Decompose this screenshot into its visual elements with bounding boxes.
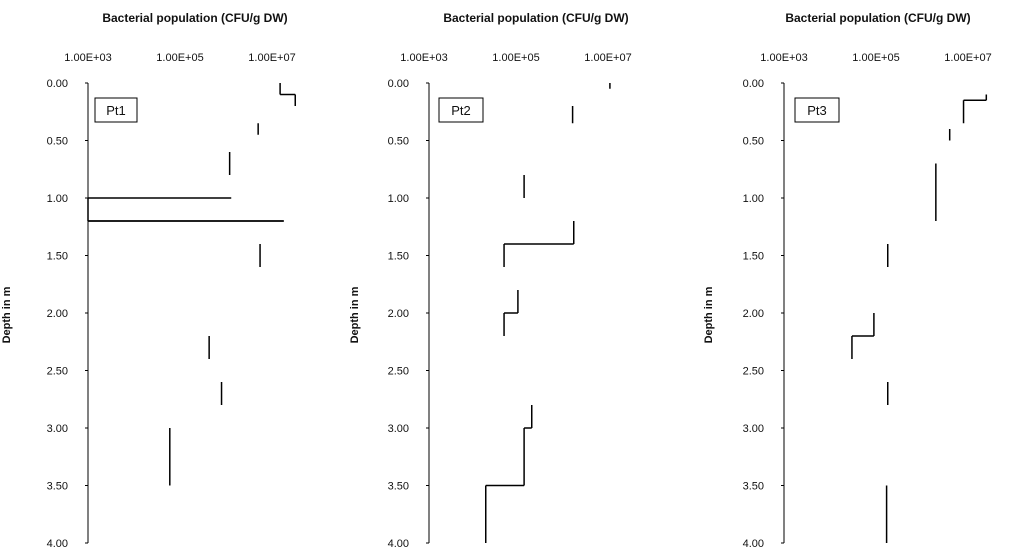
y-axis-label: Depth in m bbox=[1, 286, 13, 343]
y-tick-label: 4.00 bbox=[47, 538, 68, 550]
panel-label: Pt3 bbox=[807, 103, 827, 118]
x-tick-label: 1.00E+07 bbox=[248, 52, 295, 64]
x-tick-label: 1.00E+03 bbox=[400, 52, 447, 64]
x-tick-label: 1.00E+03 bbox=[64, 52, 111, 64]
y-tick-label: 0.50 bbox=[47, 136, 68, 148]
y-tick-label: 2.00 bbox=[388, 308, 409, 320]
panel-label: Pt1 bbox=[106, 103, 126, 118]
y-tick-label: 2.00 bbox=[47, 308, 68, 320]
y-tick-label: 3.50 bbox=[743, 481, 764, 493]
y-tick-label: 1.00 bbox=[743, 193, 764, 205]
y-tick-label: 2.00 bbox=[743, 308, 764, 320]
x-tick-label: 1.00E+07 bbox=[944, 52, 991, 64]
chart-panel-3: Bacterial population (CFU/g DW) 1.00E+03 1… bbox=[703, 11, 992, 550]
chart-title: Bacterial population (CFU/g DW) bbox=[102, 11, 287, 25]
y-tick-label: 1.00 bbox=[47, 193, 68, 205]
y-tick-label: 3.00 bbox=[388, 423, 409, 435]
chart-panel-1: Bacterial population (CFU/g DW) 1.00E+03 1… bbox=[1, 11, 296, 550]
x-tick-label: 1.00E+05 bbox=[156, 52, 203, 64]
x-tick-label: 1.00E+05 bbox=[852, 52, 899, 64]
y-tick-label: 1.50 bbox=[388, 251, 409, 263]
y-tick-label: 2.50 bbox=[388, 366, 409, 378]
y-tick-label: 3.00 bbox=[47, 423, 68, 435]
x-tick-label: 1.00E+03 bbox=[760, 52, 807, 64]
y-tick-label: 3.00 bbox=[743, 423, 764, 435]
chart-title: Bacterial population (CFU/g DW) bbox=[443, 11, 628, 25]
y-tick-label: 2.50 bbox=[47, 366, 68, 378]
y-tick-label: 3.50 bbox=[47, 481, 68, 493]
y-tick-label: 1.00 bbox=[388, 193, 409, 205]
x-tick-label: 1.00E+07 bbox=[584, 52, 631, 64]
chart-title: Bacterial population (CFU/g DW) bbox=[785, 11, 970, 25]
chart-panel-2: Bacterial population (CFU/g DW) 1.00E+03 1… bbox=[349, 11, 632, 550]
y-tick-label: 4.00 bbox=[388, 538, 409, 550]
y-tick-label: 0.00 bbox=[388, 78, 409, 90]
panel-label-box bbox=[94, 97, 138, 123]
y-tick-label: 0.50 bbox=[743, 136, 764, 148]
y-tick-label: 3.50 bbox=[388, 481, 409, 493]
y-tick-label: 2.50 bbox=[743, 366, 764, 378]
y-tick-label: 4.00 bbox=[743, 538, 764, 550]
x-tick-label: 1.00E+05 bbox=[492, 52, 539, 64]
panel-label-box bbox=[794, 97, 840, 123]
y-tick-label: 0.00 bbox=[47, 78, 68, 90]
panel-label-box bbox=[438, 97, 484, 123]
y-axis-label: Depth in m bbox=[349, 286, 361, 343]
y-tick-label: 0.50 bbox=[388, 136, 409, 148]
y-tick-label: 1.50 bbox=[47, 251, 68, 263]
y-tick-label: 1.50 bbox=[743, 251, 764, 263]
y-axis-label: Depth in m bbox=[703, 286, 715, 343]
panel-label: Pt2 bbox=[451, 103, 471, 118]
y-tick-label: 0.00 bbox=[743, 78, 764, 90]
